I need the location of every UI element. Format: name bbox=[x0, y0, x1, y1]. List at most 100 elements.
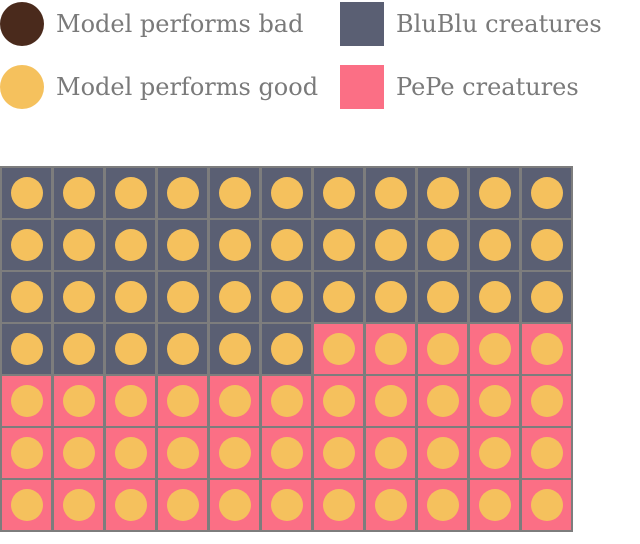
blublu-creature-cell bbox=[52, 322, 105, 376]
legend-label-blublu: BluBlu creatures bbox=[396, 10, 602, 38]
bad-performance-swatch-icon bbox=[0, 2, 44, 46]
model-good-dot-icon bbox=[166, 229, 199, 261]
model-good-dot-icon bbox=[218, 489, 251, 521]
blublu-creature-cell bbox=[312, 218, 365, 272]
model-good-dot-icon bbox=[166, 333, 199, 365]
pepe-creature-cell bbox=[468, 426, 521, 480]
model-good-dot-icon bbox=[374, 385, 407, 417]
model-good-dot-icon bbox=[322, 229, 355, 261]
model-good-dot-icon bbox=[10, 489, 43, 521]
model-good-dot-icon bbox=[530, 281, 563, 313]
model-good-dot-icon bbox=[62, 281, 95, 313]
model-good-dot-icon bbox=[10, 385, 43, 417]
blublu-creature-cell bbox=[416, 166, 469, 220]
model-good-dot-icon bbox=[426, 489, 459, 521]
pepe-creature-cell bbox=[364, 478, 417, 532]
model-good-dot-icon bbox=[62, 489, 95, 521]
model-good-dot-icon bbox=[374, 281, 407, 313]
pepe-creature-cell bbox=[520, 322, 573, 376]
blublu-creature-cell bbox=[260, 270, 313, 324]
model-good-dot-icon bbox=[530, 385, 563, 417]
model-good-dot-icon bbox=[114, 333, 147, 365]
pepe-creature-cell bbox=[468, 374, 521, 428]
pepe-creature-cell bbox=[312, 426, 365, 480]
model-good-dot-icon bbox=[218, 177, 251, 209]
model-good-dot-icon bbox=[374, 333, 407, 365]
blublu-creature-cell bbox=[52, 270, 105, 324]
model-good-dot-icon bbox=[218, 385, 251, 417]
pepe-creature-cell bbox=[52, 374, 105, 428]
model-good-dot-icon bbox=[270, 177, 303, 209]
blublu-creature-cell bbox=[52, 218, 105, 272]
model-good-dot-icon bbox=[166, 281, 199, 313]
model-good-dot-icon bbox=[478, 333, 511, 365]
pepe-creature-cell bbox=[104, 426, 157, 480]
blublu-creature-cell bbox=[520, 166, 573, 220]
model-good-dot-icon bbox=[62, 333, 95, 365]
model-good-dot-icon bbox=[478, 489, 511, 521]
legend-item-model-good: Model performs good bbox=[0, 65, 318, 109]
pepe-creature-cell bbox=[312, 322, 365, 376]
blublu-creature-cell bbox=[260, 218, 313, 272]
blublu-creature-cell bbox=[520, 270, 573, 324]
blublu-creature-cell bbox=[0, 322, 53, 376]
blublu-creature-cell bbox=[208, 218, 261, 272]
model-good-dot-icon bbox=[530, 489, 563, 521]
pepe-creature-cell bbox=[416, 322, 469, 376]
model-good-dot-icon bbox=[10, 437, 43, 469]
blublu-creature-cell bbox=[0, 166, 53, 220]
blublu-creature-cell bbox=[52, 166, 105, 220]
legend-item-pepe: PePe creatures bbox=[340, 65, 579, 109]
blublu-creature-cell bbox=[104, 322, 157, 376]
blublu-creature-cell bbox=[260, 322, 313, 376]
pepe-creature-cell bbox=[520, 374, 573, 428]
model-good-dot-icon bbox=[270, 281, 303, 313]
blublu-creature-cell bbox=[260, 166, 313, 220]
pepe-creature-cell bbox=[156, 374, 209, 428]
model-good-dot-icon bbox=[10, 229, 43, 261]
blublu-creature-cell bbox=[364, 218, 417, 272]
model-good-dot-icon bbox=[114, 281, 147, 313]
blublu-creature-cell bbox=[468, 270, 521, 324]
model-good-dot-icon bbox=[530, 333, 563, 365]
blublu-creature-cell bbox=[312, 166, 365, 220]
good-performance-swatch-icon bbox=[0, 65, 44, 109]
model-good-dot-icon bbox=[218, 229, 251, 261]
pepe-creature-cell bbox=[52, 478, 105, 532]
model-good-dot-icon bbox=[166, 385, 199, 417]
pepe-creature-cell bbox=[520, 478, 573, 532]
blublu-creature-cell bbox=[468, 218, 521, 272]
model-good-dot-icon bbox=[322, 385, 355, 417]
model-good-dot-icon bbox=[478, 385, 511, 417]
model-good-dot-icon bbox=[374, 229, 407, 261]
model-good-dot-icon bbox=[322, 281, 355, 313]
model-good-dot-icon bbox=[166, 177, 199, 209]
model-good-dot-icon bbox=[270, 489, 303, 521]
model-good-dot-icon bbox=[478, 177, 511, 209]
model-good-dot-icon bbox=[114, 385, 147, 417]
model-good-dot-icon bbox=[530, 437, 563, 469]
pepe-creature-cell bbox=[260, 426, 313, 480]
model-good-dot-icon bbox=[270, 437, 303, 469]
pepe-creature-cell bbox=[312, 374, 365, 428]
model-good-dot-icon bbox=[218, 437, 251, 469]
legend-item-model-bad: Model performs bad bbox=[0, 2, 303, 46]
model-good-dot-icon bbox=[218, 281, 251, 313]
model-good-dot-icon bbox=[270, 385, 303, 417]
pepe-creature-cell bbox=[364, 374, 417, 428]
pepe-creature-cell bbox=[416, 374, 469, 428]
pepe-creature-cell bbox=[208, 374, 261, 428]
pepe-creature-cell bbox=[260, 374, 313, 428]
blublu-creature-cell bbox=[208, 166, 261, 220]
model-good-dot-icon bbox=[62, 385, 95, 417]
model-good-dot-icon bbox=[426, 229, 459, 261]
pepe-creature-cell bbox=[312, 478, 365, 532]
pepe-creature-cell bbox=[208, 478, 261, 532]
model-good-dot-icon bbox=[478, 229, 511, 261]
model-good-dot-icon bbox=[322, 437, 355, 469]
pepe-creature-cell bbox=[208, 426, 261, 480]
pepe-creature-cell bbox=[260, 478, 313, 532]
model-good-dot-icon bbox=[62, 437, 95, 469]
model-good-dot-icon bbox=[10, 177, 43, 209]
blublu-creature-cell bbox=[520, 218, 573, 272]
